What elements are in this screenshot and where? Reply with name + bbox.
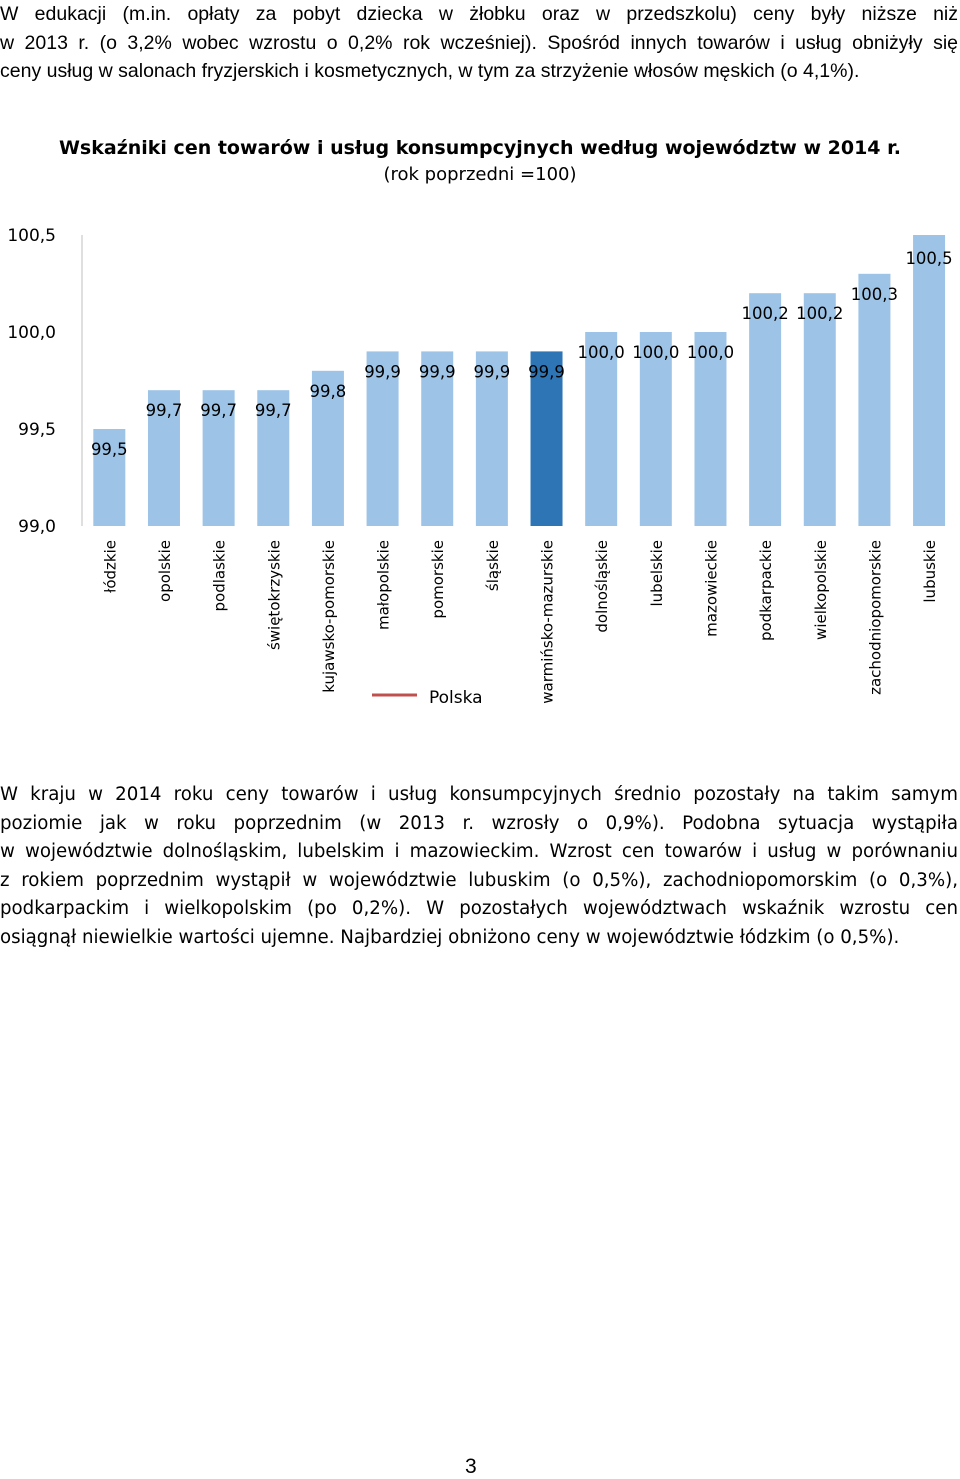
x-tick-label: pomorskie [429, 540, 447, 619]
x-tick-label: kujawsko-pomorskie [320, 540, 338, 693]
summary-line: osiągnął niewielkie wartości ujemne. Naj… [0, 926, 900, 948]
x-tick-label: dolnośląskie [593, 540, 611, 633]
bar-dolnośląskie [585, 332, 618, 526]
bar-value-label: 99,5 [91, 440, 128, 459]
x-tick-label: lubelskie [648, 540, 666, 607]
y-tick-label: 99,0 [18, 517, 56, 537]
page-number: 3 [465, 1455, 477, 1478]
value-labels: 99,5 99,7 99,7 99,7 99,8 99,9 99,9 99,9 99,9 100,… [91, 249, 953, 459]
bar-value-label: 100,0 [687, 343, 734, 362]
x-tick-label: śląskie [484, 540, 502, 591]
bar-pomorskie [421, 351, 454, 526]
x-tick-label: świętokrzyskie [265, 540, 283, 650]
bar-lubelskie [639, 332, 672, 526]
summary-line: podkarpackim i wielkopolskim (po 0,2%). … [0, 898, 958, 919]
x-tick-label: podkarpackie [757, 540, 775, 641]
x-axis-labels: łódzkie opolskie podlaskie świętokrzyskie ku… [101, 540, 939, 704]
x-tick-label: podlaskie [211, 540, 229, 611]
x-tick-label: opolskie [156, 540, 174, 602]
bar-value-label: 100,5 [905, 249, 952, 268]
bar-value-label: 99,9 [364, 362, 401, 381]
summary-paragraph: W kraju w 2014 roku ceny towarów i usług… [0, 781, 958, 952]
bar-śląskie [475, 351, 508, 526]
intro-line: ceny usług w salonach fryzjerskich i kos… [0, 60, 860, 82]
bar-łódzkie [93, 429, 126, 526]
bar-świętokrzyskie [257, 390, 290, 526]
price-index-chart: Wskaźniki cen towarów i usług konsumpcyj… [0, 120, 960, 720]
bar-podlaskie [202, 390, 235, 526]
bar-value-label: 99,9 [528, 362, 565, 381]
bar-value-label: 100,2 [796, 304, 843, 323]
bar-wielkopolskie [803, 293, 836, 526]
bar-value-label: 99,7 [146, 401, 183, 420]
bar-value-label: 99,9 [419, 362, 456, 381]
bar-value-label: 100,2 [742, 304, 789, 323]
bar-value-label: 100,0 [578, 343, 625, 362]
summary-line: z rokiem poprzednim wystąpił w województ… [0, 869, 958, 891]
x-tick-label: małopolskie [375, 540, 393, 630]
bar-podkarpackie [749, 293, 782, 526]
chart-svg: Wskaźniki cen towarów i usług konsumpcyj… [7, 137, 953, 708]
bar-value-label: 99,7 [200, 401, 237, 420]
bar-value-label: 99,9 [474, 362, 511, 381]
intro-paragraph: W edukacji (m.in. opłaty za pobyt dzieck… [0, 0, 958, 86]
intro-line: w 2013 r. (o 3,2% wobec wzrostu o 0,2% r… [0, 31, 958, 54]
bar-kujawsko-pomorskie [311, 370, 344, 526]
y-axis: 99,0 99,5 100,0 100,5 [7, 226, 83, 537]
legend-label: Polska [429, 688, 483, 708]
bar-value-label: 99,7 [255, 401, 292, 420]
bar-warmińsko-mazurskie [530, 351, 563, 526]
bar-zachodniopomorskie [858, 273, 891, 526]
y-tick-label: 100,0 [7, 323, 56, 343]
chart-subtitle: (rok poprzedni =100) [384, 164, 577, 185]
chart-title: Wskaźniki cen towarów i usług konsumpcyj… [59, 137, 901, 159]
bar-małopolskie [366, 351, 399, 526]
bars [93, 235, 946, 526]
summary-line: W kraju w 2014 roku ceny towarów i usług… [0, 784, 958, 805]
legend: Polska [372, 688, 483, 708]
x-tick-label: wielkopolskie [812, 540, 830, 640]
summary-line: poziomie jak w roku poprzednim (w 2013 r… [0, 812, 958, 834]
x-tick-label: lubuskie [921, 540, 939, 603]
x-tick-label: łódzkie [101, 540, 119, 593]
bar-mazowieckie [694, 332, 727, 526]
bar-lubuskie [913, 235, 946, 526]
x-tick-label: mazowieckie [702, 540, 720, 637]
summary-line: w województwie dolnośląskim, lubelskim i… [0, 841, 958, 862]
bar-value-label: 100,3 [851, 285, 898, 304]
bar-value-label: 99,8 [310, 382, 347, 401]
bar-value-label: 100,0 [632, 343, 679, 362]
y-tick-label: 100,5 [7, 226, 56, 246]
x-tick-label: warmińsko-mazurskie [539, 540, 557, 704]
x-tick-label: zachodniopomorskie [866, 540, 884, 695]
bar-opolskie [147, 390, 180, 526]
y-tick-label: 99,5 [18, 420, 56, 440]
intro-line: W edukacji (m.in. opłaty za pobyt dzieck… [0, 3, 958, 25]
